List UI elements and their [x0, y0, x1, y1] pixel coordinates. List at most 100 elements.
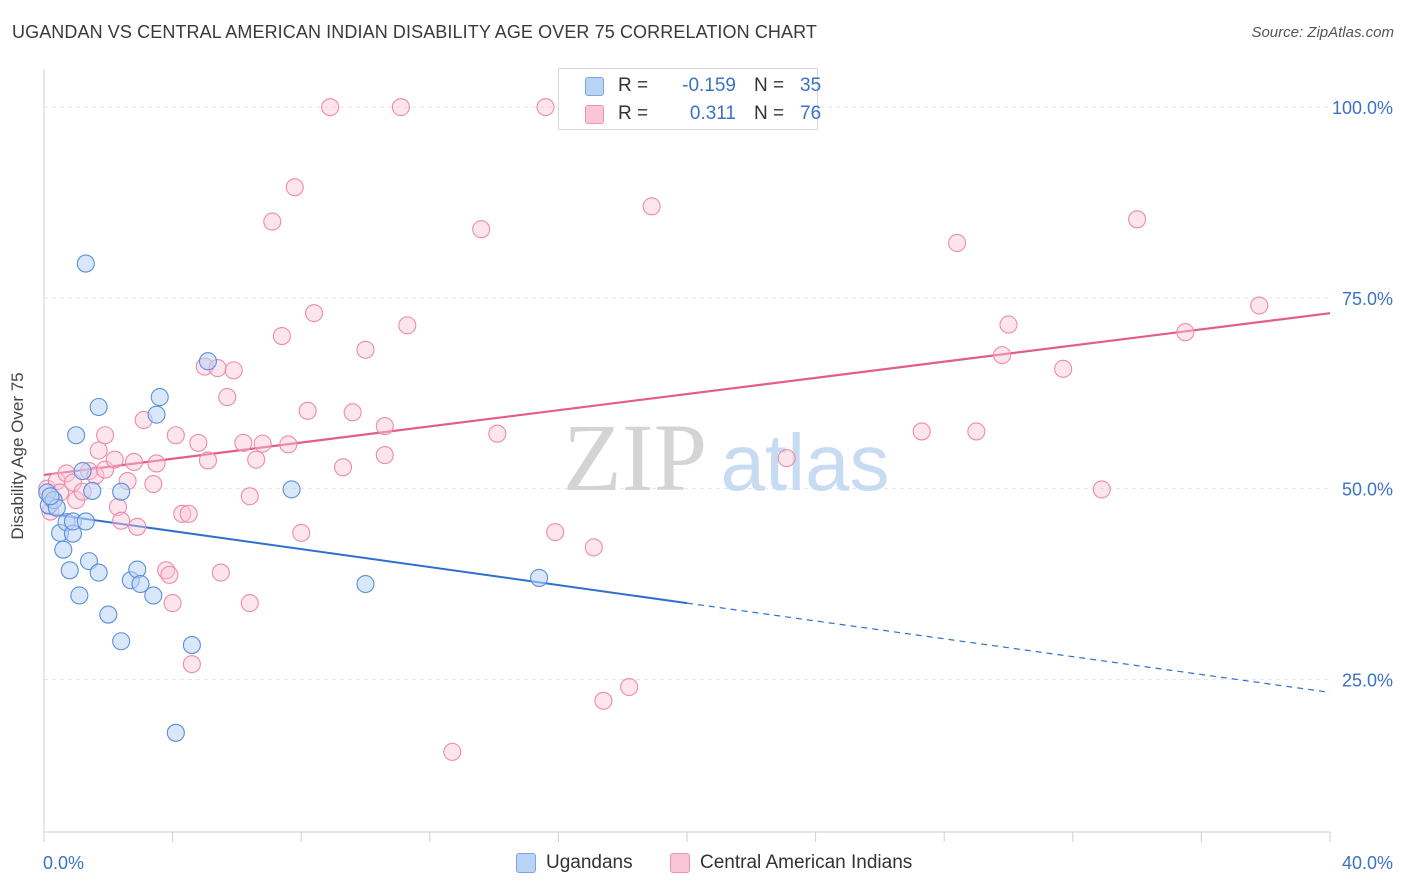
central-american-indians-point — [443, 742, 462, 761]
ugandans-point — [530, 568, 549, 587]
central-american-indians-point — [546, 523, 565, 542]
legend-item-ugandans: Ugandans — [516, 852, 633, 874]
legend-r-value: -0.159 — [682, 75, 736, 96]
central-american-indians-point — [642, 197, 661, 216]
central-american-indians-point — [182, 655, 201, 674]
legend-swatch-blue — [585, 76, 604, 96]
central-american-indians-point — [912, 422, 931, 441]
ugandans-point — [89, 563, 108, 582]
central-american-indians-point — [375, 446, 394, 465]
central-american-indians-point — [292, 523, 311, 542]
central-american-indians-point — [279, 435, 298, 454]
legend-r-label: R = — [618, 75, 649, 96]
x-tick-label: 40.0% — [1342, 853, 1393, 873]
ugandans-point — [112, 632, 131, 651]
y-tick-label: 50.0% — [1342, 480, 1393, 500]
central-american-indians-point — [253, 434, 272, 453]
chart-source: Source: ZipAtlas.com — [1251, 24, 1394, 41]
legend-label-central-american-indians: Central American Indians — [700, 852, 913, 873]
ugandans-point — [67, 426, 86, 445]
ugandans-point — [41, 487, 60, 506]
central-american-indians-point — [218, 388, 237, 407]
y-axis-label: Disability Age Over 75 — [8, 372, 27, 540]
legend-n-value: 35 — [800, 75, 822, 96]
ugandans-trend-line — [43, 512, 688, 605]
legend-label-ugandans: Ugandans — [546, 852, 633, 873]
central-american-indians-point — [584, 538, 603, 557]
data-points — [38, 98, 1269, 761]
ugandans-point — [198, 352, 218, 371]
central-american-indians-point — [272, 326, 291, 346]
central-american-indians-point — [1128, 210, 1147, 229]
central-american-indians-point — [144, 475, 163, 494]
watermark-zip: ZIP — [563, 404, 707, 511]
central-american-indians-point — [472, 220, 491, 239]
legend-swatch-pink — [670, 853, 690, 873]
central-american-indians-point — [1250, 296, 1269, 315]
central-american-indians-point — [179, 504, 198, 523]
central-american-indians-point — [777, 449, 796, 468]
legend-row-ugandans: R = -0.159 N = 35 — [559, 73, 821, 99]
legend-n-value: 76 — [800, 103, 822, 124]
axes — [43, 69, 1331, 842]
central-american-indians-point — [1176, 323, 1195, 342]
y-tick-label: 75.0% — [1342, 289, 1393, 309]
central-american-indians-point — [999, 315, 1018, 334]
central-american-indians-point — [993, 346, 1012, 365]
central-american-indians-point — [948, 233, 967, 253]
ugandans-point — [70, 586, 89, 605]
ugandans-trend-line-extension — [686, 602, 1331, 693]
central-american-indians-point — [240, 487, 259, 506]
central-american-indians-point — [211, 563, 230, 582]
central-american-indians-point — [163, 594, 182, 613]
legend-n-label: N = — [754, 75, 785, 96]
central-american-indians-point — [1054, 359, 1073, 378]
central-american-indians-point — [189, 433, 208, 452]
central-american-indians-point — [391, 98, 410, 117]
central-american-indians-point — [240, 594, 259, 613]
central-american-indians-point — [594, 691, 613, 710]
legend-r-value: 0.311 — [689, 103, 736, 124]
ugandans-point — [166, 723, 185, 742]
ugandans-point — [54, 540, 73, 559]
central-american-indians-point — [128, 517, 147, 536]
ugandans-point — [99, 605, 118, 624]
central-american-indians-point — [536, 98, 555, 117]
central-american-indians-point — [105, 450, 124, 469]
central-american-indians-point — [967, 422, 986, 441]
ugandans-point — [131, 574, 150, 594]
y-tick-label: 100.0% — [1332, 98, 1393, 118]
ugandans-point — [182, 636, 201, 655]
central-american-indians-point — [96, 460, 115, 479]
central-american-indians-point — [147, 454, 166, 473]
central-american-indians-point — [356, 340, 375, 359]
ugandans-point — [89, 397, 108, 417]
central-american-indians-point — [321, 98, 340, 117]
central-american-indians-point — [96, 426, 115, 445]
central-american-indians-point — [285, 178, 304, 197]
central-american-indians-point — [298, 401, 317, 420]
central-american-indians-point — [166, 426, 185, 445]
correlation-legend: R = -0.159 N = 35 R = 0.311 N = 76 — [558, 68, 821, 130]
legend-row-central-american-indians: R = 0.311 N = 76 — [559, 101, 821, 127]
legend-swatch-pink — [585, 104, 604, 124]
ugandans-point — [147, 405, 166, 424]
trend-lines — [43, 312, 1331, 693]
central-american-indians-point — [305, 304, 324, 323]
legend-item-central-american-indians: Central American Indians — [670, 852, 912, 874]
ugandans-point — [150, 388, 169, 407]
central-american-indians-point — [173, 504, 192, 523]
central-american-indians-point — [160, 565, 179, 584]
ugandans-point — [73, 462, 92, 481]
ugandans-point — [356, 574, 375, 594]
central-american-indians-point — [263, 212, 282, 231]
central-american-indians-point — [398, 316, 417, 335]
ugandans-point — [76, 512, 95, 531]
series-legend: Ugandans Central American Indians — [0, 852, 1406, 878]
watermark: ZIP atlas — [563, 404, 889, 511]
central-american-indians-point — [1092, 480, 1111, 499]
ugandans-point — [60, 561, 79, 580]
legend-r-label: R = — [618, 103, 649, 124]
legend-swatch-blue — [516, 853, 536, 873]
